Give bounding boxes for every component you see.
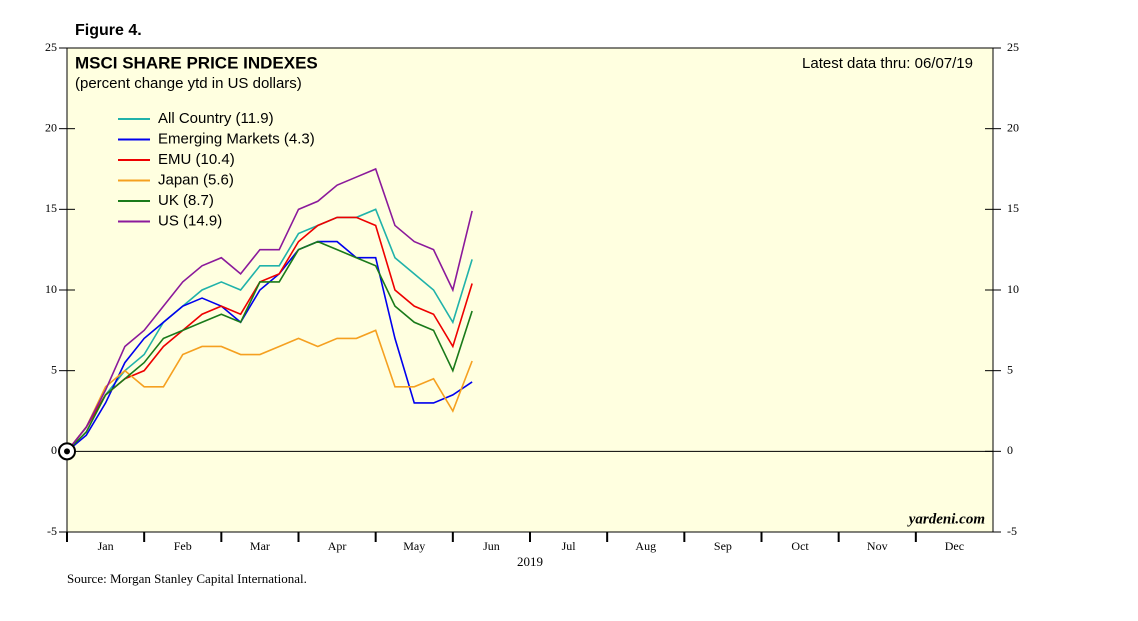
y-tick-label: 10 — [45, 282, 57, 296]
x-tick-label: Jul — [562, 539, 577, 553]
x-tick-label: Dec — [945, 539, 964, 553]
legend-label: US (14.9) — [158, 212, 222, 229]
chart-title: MSCI SHARE PRICE INDEXES — [75, 53, 318, 72]
line-series — [66, 329, 473, 452]
x-tick-label: Aug — [635, 539, 656, 553]
line-series — [66, 167, 473, 452]
y-tick-label: 20 — [45, 120, 57, 134]
y2-tick-label: 20 — [1007, 120, 1019, 134]
y2-tick-label: -5 — [1007, 524, 1017, 538]
y-tick-label: 5 — [51, 362, 57, 376]
chart-subtitle: (percent change ytd in US dollars) — [75, 75, 302, 92]
line-series — [66, 208, 473, 452]
x-tick-label: Apr — [328, 539, 347, 553]
x-tick-label: Mar — [250, 539, 270, 553]
x-tick-label: Nov — [867, 539, 888, 553]
origin-dot — [64, 448, 70, 455]
y-tick-label: -5 — [47, 524, 57, 538]
x-tick-label: Jun — [483, 539, 500, 553]
line-series — [66, 216, 473, 452]
x-tick-label: Sep — [714, 539, 732, 553]
annotation: Latest data thru: 06/07/19 — [802, 55, 973, 72]
y-tick-label: 0 — [51, 443, 57, 457]
figure-label: Figure 4. — [75, 22, 142, 39]
y-tick-label: 15 — [45, 201, 57, 215]
legend-label: EMU (10.4) — [158, 151, 235, 168]
x-axis-label: 2019 — [517, 554, 543, 569]
y2-tick-label: 10 — [1007, 282, 1019, 296]
legend-label: UK (8.7) — [158, 192, 214, 209]
y2-tick-label: 15 — [1007, 201, 1019, 215]
line-series — [66, 240, 473, 452]
legend-label: Japan (5.6) — [158, 171, 234, 188]
x-tick-label: Oct — [791, 539, 809, 553]
x-tick-label: May — [403, 539, 425, 553]
y2-tick-label: 0 — [1007, 443, 1013, 457]
watermark: yardeni.com — [907, 511, 985, 527]
legend-label: All Country (11.9) — [158, 110, 274, 127]
legend-label: Emerging Markets (4.3) — [158, 130, 315, 147]
y-tick-label: 25 — [45, 40, 57, 54]
y2-tick-label: 5 — [1007, 362, 1013, 376]
source: Source: Morgan Stanley Capital Internati… — [67, 571, 307, 586]
x-tick-label: Feb — [174, 539, 192, 553]
y2-tick-label: 25 — [1007, 40, 1019, 54]
x-tick-label: Jan — [98, 539, 114, 553]
